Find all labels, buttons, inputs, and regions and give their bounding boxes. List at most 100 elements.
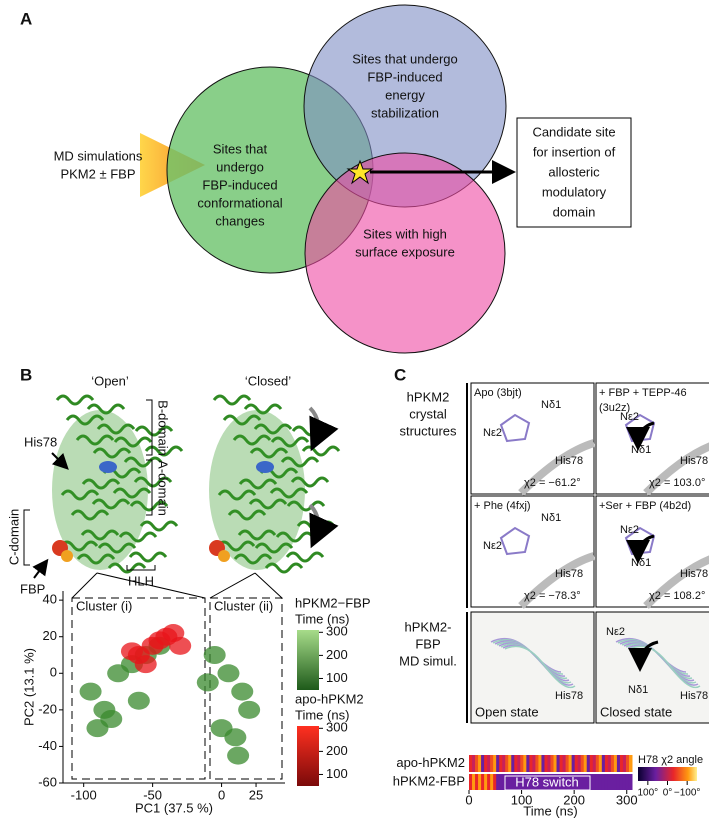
rotation-arrow [628,640,659,672]
chi-label: χ2 = −78.3° [524,590,581,602]
y-axis-label: PC2 (13.1 %) [21,648,36,726]
colorbar [297,726,319,786]
protein-ribbon [107,562,147,574]
protein-ribbon [270,436,310,448]
y-tick-label: 40 [43,592,57,607]
atom-label: Nδ1 [541,399,561,411]
heatmap-stripe [619,755,624,772]
protein-ribbon [280,456,320,468]
state-label: ‘Open’ [91,373,129,388]
protein-ribbon [113,436,153,448]
heatmap-stripe [592,755,597,772]
heatmap-stripe [568,755,573,772]
y-tick-label: -20 [38,701,57,716]
structure-box [470,382,595,495]
heatmap-stripe [535,755,539,772]
heatmap-stripe [595,755,600,772]
protein-ribbon [222,414,262,426]
protein-ribbon [291,425,331,437]
heatmap-stripe [607,774,612,790]
protein-body [209,410,305,570]
colorbar-tick-label: 100° [637,788,658,799]
colorbar-tick-label: −100° [674,788,701,799]
circle-text: energy [385,87,425,102]
residue-label: His78 [555,455,583,467]
atom-label: Nε2 [620,411,639,423]
heatmap-stripe [541,755,545,772]
heatmap-stripe [499,755,503,772]
x-axis-label: Time (ns) [523,803,577,818]
protein-ribbon [59,540,99,552]
residue-label: His78 [555,690,583,702]
domain-label: C-domain [6,509,21,565]
colorbar-title: H78 χ2 angle [638,754,703,766]
heatmap-stripe [490,755,494,772]
heatmap-stripe [613,774,618,790]
heatmap-stripe [532,755,536,772]
structure-box [470,495,595,608]
state-label: ‘Closed’ [245,373,291,388]
result-box [516,117,632,228]
protein-ribbon [128,551,168,563]
heatmap-stripe [613,755,618,772]
heatmap-stripe [514,755,518,772]
domain-bracket [126,565,156,571]
protein-body [52,410,148,570]
structure-name: Apo (3bjt) [474,387,522,399]
heatmap-stripe [595,774,600,790]
panel-label: C [394,365,406,384]
circle-text: surface exposure [355,244,455,259]
protein-ribbon [129,500,169,512]
protein-ribbon [233,553,273,565]
circle-text: Sites that [213,141,268,156]
protein-ribbon [70,509,110,521]
ligand-spheres [61,550,73,562]
md-trace [504,645,576,689]
heatmap-stripe [490,774,494,790]
y-tick-label: -60 [38,774,57,789]
heatmap-stripe [610,755,615,772]
protein-ribbon [243,403,283,415]
protein-ribbon [227,509,267,521]
data-point [148,631,171,650]
panel-label: B [20,365,32,384]
data-point [79,682,102,701]
colorbar-tick-label: 200 [326,647,348,662]
residue-label: His78 [680,690,708,702]
chi-label: χ2 = 108.2° [649,590,705,602]
ring [499,526,531,556]
result-text: modulatory [542,184,607,199]
result-text: domain [553,204,596,219]
heatmap-stripe [583,755,588,772]
protein-ribbon [92,447,132,459]
heatmap-stripe [478,755,482,772]
structure-name: (3u2z) [599,402,630,414]
row-label: structures [399,423,457,438]
residue-label: His78 [24,434,57,449]
heatmap-stripe [589,755,594,772]
data-point [134,655,157,674]
heatmap-stripe [574,755,579,772]
state-label: Closed state [600,704,672,719]
atom-label: Nε2 [606,626,625,638]
row-label: apo-hPKM2 [396,755,465,770]
heatmap-stripe [493,774,497,790]
structure-box [595,495,709,608]
protein-ribbon [285,551,325,563]
y-tick-label: -40 [38,738,57,753]
structure-name: + Phe (4fxj) [474,500,531,512]
colorbar-tick-label: 0° [663,788,673,799]
structure-name: +Ser + FBP (4b2d) [599,500,691,512]
protein-ribbon [86,403,126,415]
data-point [86,719,109,738]
x-tick-label: 100 [511,792,533,807]
atom-label: Nε2 [483,427,502,439]
protein-ribbon [118,531,158,543]
heatmap-stripe [484,755,488,772]
protein-ribbon [290,476,330,488]
row-label: crystal [409,406,447,421]
atom-label: Nε2 [620,524,639,536]
annotation-box [504,775,591,791]
data-point [203,646,226,664]
